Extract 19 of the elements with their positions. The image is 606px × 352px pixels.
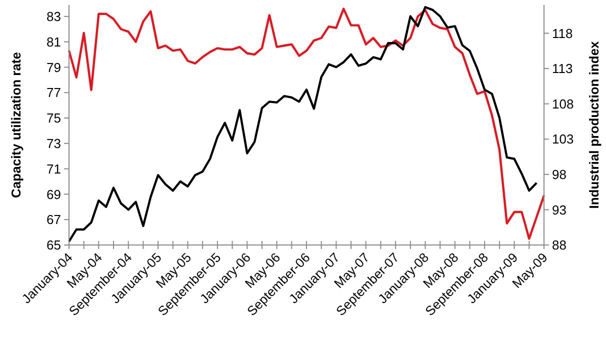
y2-axis-title: Industrial production index: [586, 40, 602, 209]
y2-tick-label: 103: [552, 132, 574, 147]
y2-tick-label: 113: [552, 61, 573, 76]
y-tick-label: 79: [46, 60, 61, 75]
y-tick-label: 83: [46, 8, 61, 24]
y2-tick-label: 108: [552, 96, 574, 112]
y-tick-label: 71: [46, 161, 61, 176]
y2-tick-label: 118: [552, 26, 573, 41]
y2-tick-label: 88: [552, 238, 566, 253]
y-tick-label: 81: [46, 34, 61, 50]
y2-tick-label: 98: [552, 166, 566, 182]
y-tick-label: 69: [46, 186, 61, 202]
y-tick-label: 73: [46, 136, 61, 151]
y-axis-title: Capacity utilization rate: [8, 52, 24, 198]
y-tick-label: 65: [46, 238, 61, 253]
y-tick-label: 67: [46, 212, 61, 228]
y2-tick-label: 93: [552, 202, 566, 218]
y-tick-label: 75: [46, 110, 61, 126]
y-tick-label: 77: [46, 85, 61, 100]
